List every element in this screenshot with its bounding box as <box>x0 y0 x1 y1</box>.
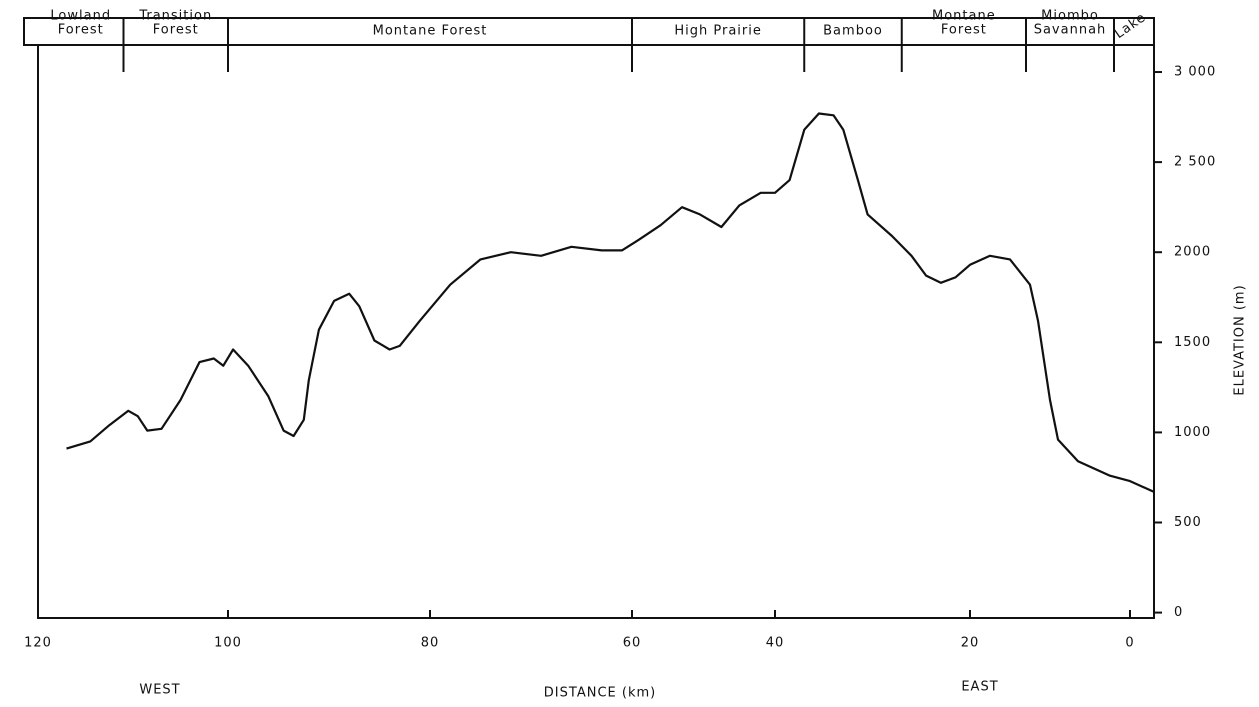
zone-label: Forest <box>58 23 104 38</box>
zone-label: Miombo <box>1041 9 1099 24</box>
x-tick-label: 120 <box>24 636 52 651</box>
zone-label: Lowland <box>50 9 111 24</box>
zone-band <box>23 17 1155 46</box>
y-tick-label: 2 500 <box>1174 155 1216 170</box>
y-tick-label: 0 <box>1174 605 1183 620</box>
y-tick-label: 3 000 <box>1174 65 1216 80</box>
elevation-profile <box>66 112 1155 493</box>
zone-label: Forest <box>941 23 987 38</box>
zone-label: Montane Forest <box>373 24 488 39</box>
zone-label: Lake <box>1112 10 1149 42</box>
y-tick-label: 1000 <box>1174 425 1211 440</box>
zone-label: Bamboo <box>823 24 883 39</box>
x-tick-label: 40 <box>766 636 785 651</box>
zone-label: Montane <box>932 9 996 24</box>
y-tick-label: 2000 <box>1174 245 1211 260</box>
x-tick-label: 0 <box>1125 636 1134 651</box>
y-tick-label: 1500 <box>1174 335 1211 350</box>
x-tick-label: 100 <box>214 636 242 651</box>
y-tick-label: 500 <box>1174 515 1202 530</box>
x-tick-label: 80 <box>421 636 440 651</box>
zone-label: Forest <box>153 23 199 38</box>
zone-label: High Prairie <box>674 24 762 39</box>
zone-label: Transition <box>138 9 212 24</box>
west-label: WEST <box>139 683 180 698</box>
x-axis-label: DISTANCE (km) <box>544 686 656 701</box>
plot-frame <box>37 44 1155 619</box>
y-axis-label: ELEVATION (m) <box>1233 284 1248 395</box>
zone-label: Savannah <box>1034 23 1107 38</box>
x-tick-label: 60 <box>623 636 642 651</box>
x-tick-label: 20 <box>961 636 980 651</box>
east-label: EAST <box>961 680 998 695</box>
